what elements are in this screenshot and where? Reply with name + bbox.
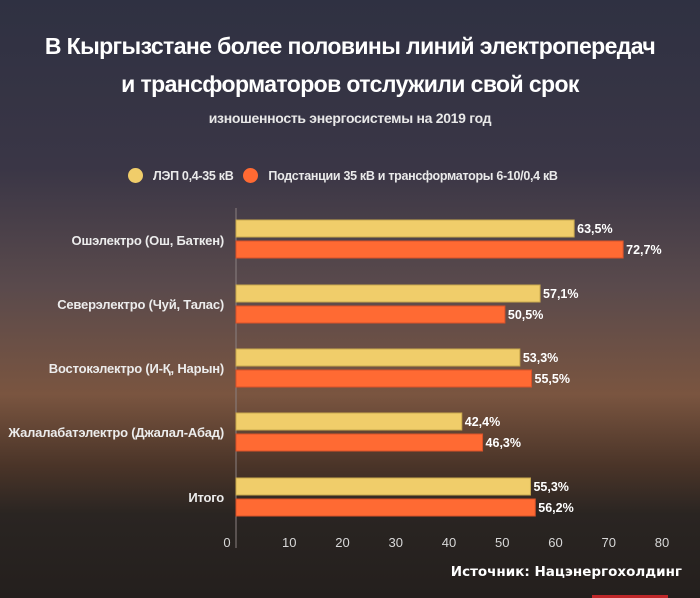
legend: ЛЭП 0,4-35 кВ Подстанции 35 кВ и трансфо… [128,168,568,183]
data-label: 46,3% [486,436,521,450]
chart-subtitle: изношенность энергосистемы на 2019 год [208,110,492,126]
data-label: 72,7% [626,243,661,257]
bar-substations [235,498,536,517]
bar-lep [235,477,531,496]
source-note: Источник: Нацэнергохолдинг [450,564,682,580]
bar-substations [235,305,506,324]
category-label: Востокэлектро (И-Қ, Нарын) [48,361,224,376]
bar-lep [235,348,521,367]
x-tick-label: 20 [335,535,350,550]
data-label: 50,5% [508,308,543,322]
bar-lep [235,412,463,431]
data-label: 42,4% [465,415,500,429]
category-label: Северэлектро (Чуй, Талас) [57,297,224,312]
x-tick-label: 70 [601,535,616,550]
data-label: 53,3% [523,351,558,365]
legend-label: Подстанции 35 кВ и трансформаторы 6-10/0… [268,168,558,183]
data-label: 57,1% [543,287,578,301]
legend-item-substations[interactable]: Подстанции 35 кВ и трансформаторы 6-10/0… [243,168,558,183]
chart-title-line-1: В Кыргызстане более половины линий элект… [44,33,656,59]
red-strip [592,595,668,598]
data-label: 56,2% [538,501,573,515]
x-tick-label: 60 [548,535,563,550]
bar-lep [235,284,541,303]
x-tick-label: 0 [223,535,231,550]
x-tick-label: 80 [654,535,670,550]
legend-dot-icon [128,168,143,183]
category-label: Жалалабатэлектро (Джалал-Абад) [8,425,224,440]
bar-substations [235,240,624,259]
bar-substations [235,369,533,388]
data-label: 55,3% [533,480,568,494]
bar-lep [235,219,575,238]
x-tick-label: 30 [388,535,403,550]
category-label: Ошэлектро (Ош, Баткен) [71,233,225,248]
legend-item-lep[interactable]: ЛЭП 0,4-35 кВ [128,168,234,183]
x-tick-label: 40 [441,535,457,550]
data-label: 63,5% [577,222,612,236]
bar-substations [235,433,484,452]
x-tick-label: 50 [495,535,510,550]
x-tick-label: 10 [282,535,297,550]
data-label: 55,5% [535,372,570,386]
legend-label: ЛЭП 0,4-35 кВ [153,168,234,183]
chart-title-line-2: и трансформаторов отслужили свой срок [121,71,579,97]
category-label: Итого [188,490,224,505]
legend-dot-icon [243,168,259,183]
